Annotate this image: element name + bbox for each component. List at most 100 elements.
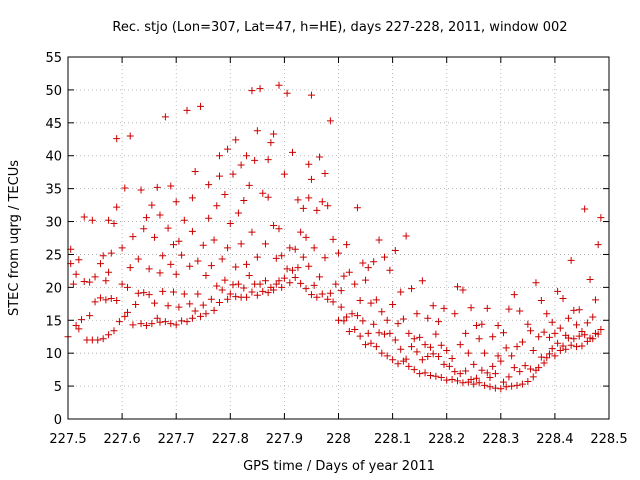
data-point — [164, 302, 172, 310]
data-point — [380, 330, 388, 338]
data-point — [321, 169, 329, 177]
data-point — [156, 318, 164, 326]
data-point — [386, 266, 394, 274]
data-point — [545, 350, 553, 358]
y-tick-label: 45 — [45, 117, 62, 132]
data-point — [372, 296, 380, 304]
data-point — [548, 345, 556, 353]
data-point — [305, 160, 313, 168]
data-point — [418, 277, 426, 285]
data-point — [299, 253, 307, 261]
data-point — [232, 136, 240, 144]
data-point — [205, 214, 213, 222]
data-point — [234, 280, 242, 288]
data-point — [386, 329, 394, 337]
data-point — [353, 312, 361, 320]
data-point — [432, 330, 440, 338]
data-point — [221, 191, 229, 199]
data-point — [270, 130, 278, 138]
data-point — [113, 135, 121, 143]
data-point — [197, 312, 205, 320]
data-point — [215, 299, 223, 307]
data-point — [291, 273, 299, 281]
y-tick-label: 10 — [45, 347, 62, 362]
data-point — [556, 324, 564, 332]
data-point — [75, 256, 83, 264]
data-point — [80, 213, 88, 221]
data-point — [429, 350, 437, 358]
data-point — [115, 318, 123, 326]
data-point — [556, 347, 564, 355]
data-point — [397, 345, 405, 353]
data-point — [343, 241, 351, 249]
data-point — [267, 139, 275, 147]
data-point — [359, 317, 367, 325]
data-point — [343, 313, 351, 321]
data-point — [202, 310, 210, 318]
data-point — [408, 343, 416, 351]
data-point — [335, 249, 342, 257]
data-point — [435, 352, 443, 360]
data-point — [299, 204, 307, 212]
data-point — [424, 314, 432, 322]
data-point — [481, 349, 489, 357]
data-point — [451, 310, 459, 318]
data-point — [513, 381, 521, 389]
data-point — [96, 294, 104, 302]
data-point — [237, 240, 245, 248]
data-point — [505, 305, 513, 313]
data-point — [326, 289, 334, 297]
data-point — [132, 300, 140, 308]
data-point — [340, 272, 348, 280]
data-point — [518, 380, 526, 388]
data-point — [283, 265, 291, 273]
data-point — [226, 220, 234, 228]
data-point — [367, 339, 375, 347]
data-point — [253, 253, 261, 261]
data-point — [491, 370, 499, 378]
data-point — [215, 172, 223, 180]
data-point — [105, 216, 113, 224]
data-point — [261, 240, 269, 248]
data-point — [316, 153, 324, 161]
data-point — [345, 268, 353, 276]
data-point — [421, 341, 429, 349]
data-point — [583, 319, 591, 327]
data-point — [99, 252, 107, 260]
data-point — [537, 297, 545, 305]
data-point — [161, 318, 169, 326]
data-point — [429, 302, 437, 310]
data-point — [305, 194, 313, 202]
data-point — [124, 308, 132, 316]
y-tick-label: 15 — [45, 314, 62, 329]
data-point — [337, 287, 345, 295]
data-point — [110, 327, 118, 335]
data-point — [126, 264, 134, 272]
data-point — [169, 288, 177, 296]
data-point — [145, 265, 153, 273]
data-point — [497, 385, 505, 393]
y-tick-label: 35 — [45, 183, 62, 198]
data-point — [188, 194, 196, 202]
data-point — [307, 291, 315, 299]
data-point — [142, 322, 150, 330]
data-point — [537, 353, 545, 361]
data-point — [264, 193, 272, 201]
y-tick-label: 55 — [45, 51, 62, 66]
data-point — [205, 181, 213, 189]
data-point — [405, 362, 413, 370]
data-point — [402, 232, 410, 240]
data-point — [264, 156, 272, 164]
data-point — [575, 306, 583, 314]
data-point — [448, 354, 456, 362]
data-point — [69, 280, 77, 288]
data-point — [459, 286, 467, 294]
data-point — [405, 329, 413, 337]
data-point — [597, 214, 605, 222]
data-point — [80, 277, 88, 285]
y-tick-label: 25 — [45, 248, 62, 263]
data-point — [554, 339, 562, 347]
data-point — [426, 372, 434, 380]
data-point — [567, 341, 575, 349]
